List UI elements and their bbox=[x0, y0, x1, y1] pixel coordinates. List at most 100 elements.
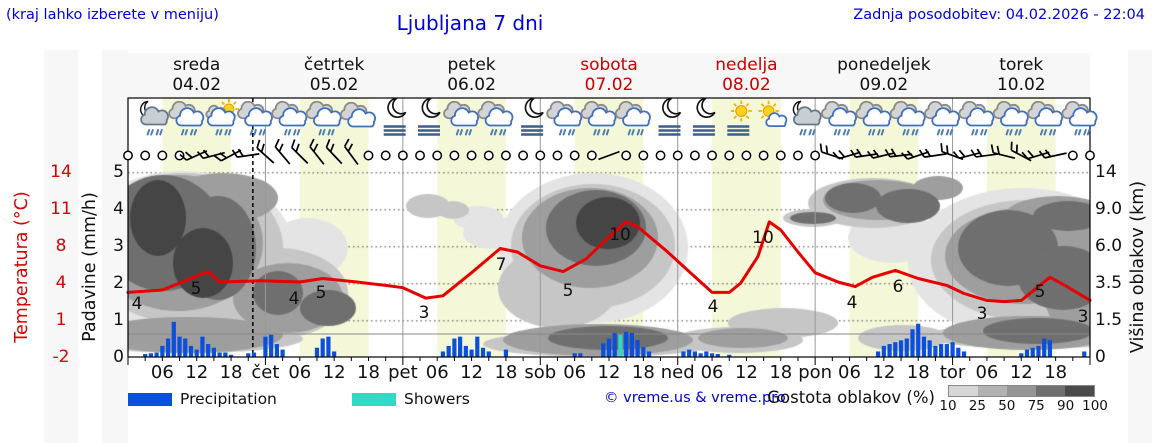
calm-wind-icon bbox=[432, 150, 443, 161]
weather-icon-cloud-rain bbox=[614, 100, 651, 136]
hour-label: 06 bbox=[975, 362, 999, 383]
weather-icon-cloud-rain bbox=[580, 100, 617, 136]
hour-label: 12 bbox=[597, 362, 621, 383]
precipitation-bar bbox=[956, 347, 961, 357]
cloud-shape bbox=[450, 107, 480, 127]
weather-icon-sun-cloud bbox=[758, 100, 788, 128]
precipitation-bar bbox=[635, 339, 640, 357]
precipitation-bar bbox=[480, 347, 486, 357]
day-abbr-label: pon bbox=[798, 362, 833, 383]
temperature-annotation: 3 bbox=[419, 303, 430, 323]
precipitation-bar bbox=[486, 351, 491, 357]
density-tick-label: 25 bbox=[968, 398, 986, 414]
calm-wind-icon bbox=[707, 150, 718, 161]
day-name: petek bbox=[447, 55, 496, 75]
precipitation-tick: 2 bbox=[113, 272, 124, 293]
weather-icon-moon-fog bbox=[692, 97, 716, 136]
copyright-link[interactable]: © vreme.us & vreme.pro bbox=[604, 390, 786, 406]
wind-barb bbox=[990, 144, 1016, 159]
moon-crescent bbox=[524, 97, 544, 119]
precipitation-bar bbox=[1030, 347, 1035, 357]
precipitation-bar bbox=[646, 351, 652, 357]
temperature-annotation: 4 bbox=[289, 289, 300, 309]
wind-barb-icon bbox=[213, 149, 242, 162]
day-name: sreda bbox=[173, 55, 221, 75]
precipitation-bar bbox=[246, 353, 251, 357]
temperature-tick: 11 bbox=[50, 198, 72, 219]
weather-icon-cloud-rain bbox=[889, 100, 926, 136]
cloud-height-tick: 6.0 bbox=[1095, 235, 1123, 256]
calm-wind-icon bbox=[466, 150, 477, 161]
day-date: 10.02 bbox=[996, 75, 1046, 95]
precipitation-bar bbox=[223, 352, 228, 357]
weather-icon-moon-cloud-rain bbox=[792, 100, 822, 136]
sun-ray bbox=[733, 102, 737, 107]
rain-drops bbox=[799, 129, 807, 136]
hour-label: 12 bbox=[185, 362, 209, 383]
precipitation-bar bbox=[921, 336, 927, 357]
rain-drops bbox=[1014, 129, 1022, 136]
calm-wind-icon bbox=[758, 150, 769, 161]
wind-barb-icon bbox=[231, 148, 260, 158]
wind-barb bbox=[901, 150, 930, 160]
precipitation-bar bbox=[1042, 338, 1047, 357]
temperature-line bbox=[126, 220, 1092, 304]
cloud-density-scale bbox=[948, 385, 1095, 397]
axis-strip-height bbox=[1128, 50, 1152, 443]
wind-barb bbox=[179, 150, 208, 161]
rain-drops bbox=[215, 129, 223, 136]
precipitation-bar bbox=[893, 342, 898, 357]
rain-drops bbox=[327, 129, 335, 136]
day-date: 08.02 bbox=[722, 75, 771, 95]
cloud-shape bbox=[1068, 107, 1098, 127]
weather-icon-cloud-rain bbox=[271, 100, 308, 136]
calm-wind-icon bbox=[363, 150, 374, 161]
rain-drops bbox=[224, 129, 232, 136]
rain-drops bbox=[318, 129, 326, 136]
precipitation-bar bbox=[629, 332, 635, 357]
last-update: Zadnja posodobitev: 04.02.2026 - 22:04 bbox=[853, 7, 1145, 23]
sun-ray bbox=[772, 103, 777, 107]
calm-wind-icon bbox=[552, 150, 563, 161]
weather-icon-cloud-rain bbox=[477, 100, 514, 136]
temperature-annotation: 5 bbox=[316, 283, 327, 303]
density-tick-label: 75 bbox=[1027, 398, 1045, 414]
cloud-shape bbox=[765, 112, 788, 128]
calm-wind-icon bbox=[689, 150, 700, 161]
axis-strip-temp bbox=[44, 50, 78, 443]
precipitation-bar bbox=[154, 352, 159, 357]
calm-wind-icon bbox=[621, 150, 632, 161]
temperature-annotation: 3 bbox=[1078, 307, 1089, 327]
cloud-shape bbox=[896, 107, 926, 127]
wind-barb-icon bbox=[970, 148, 999, 158]
wind-barb bbox=[231, 148, 260, 158]
precipitation-bar bbox=[704, 351, 709, 357]
sun-ray bbox=[232, 101, 237, 106]
calm-wind-icon bbox=[569, 150, 580, 161]
wind-barb-icon bbox=[918, 148, 947, 158]
day-date: 04.02 bbox=[172, 75, 222, 95]
weather-icon-cloud-rain bbox=[855, 100, 892, 136]
cloud-height-tick: 14 bbox=[1095, 161, 1117, 182]
rain-drops bbox=[945, 129, 953, 136]
cloud-density-label: Gostota oblakov (%) bbox=[767, 388, 935, 407]
day-header-sobota: sobota 07.02 bbox=[539, 55, 679, 95]
showers-label: Showers bbox=[404, 390, 470, 408]
rain-drops bbox=[455, 129, 463, 136]
wind-barb-icon bbox=[598, 150, 620, 161]
moon-crescent bbox=[696, 97, 716, 119]
hour-label: 06 bbox=[838, 362, 861, 383]
precipitation-bar bbox=[503, 349, 509, 357]
wind-barb-icon bbox=[325, 139, 343, 165]
hour-label: 18 bbox=[631, 362, 655, 383]
hour-label: 18 bbox=[1044, 362, 1068, 383]
precipitation-bar bbox=[143, 354, 148, 357]
temperature-tick: 1 bbox=[55, 309, 67, 330]
density-tick-label: 50 bbox=[998, 398, 1016, 414]
wind-barb bbox=[1038, 149, 1067, 159]
page-title: Ljubljana 7 dni bbox=[396, 11, 544, 35]
day-header-torek: torek 10.02 bbox=[951, 55, 1091, 95]
rain-drops bbox=[499, 129, 507, 136]
weather-icon-cloud-rain bbox=[958, 100, 995, 136]
